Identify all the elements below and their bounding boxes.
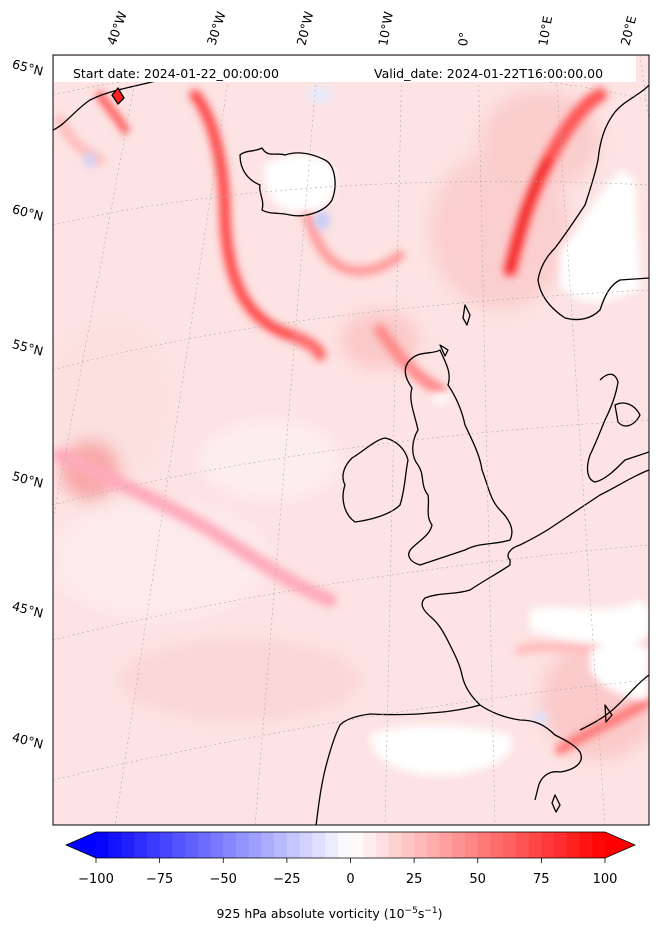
negative-vorticity-patches [84, 87, 548, 756]
colorbar-cell [274, 832, 288, 858]
colorbar-cell [146, 832, 161, 858]
colorbar-cell [210, 832, 224, 858]
coastline-great-britain [404, 349, 513, 566]
colorbar-tick: 25 [405, 872, 423, 887]
colorbar-cell [388, 832, 402, 858]
colorbar-tick: −25 [273, 872, 301, 887]
coastline-ireland [342, 437, 409, 523]
colorbar-cell [96, 832, 110, 858]
colorbar-cell [286, 832, 301, 858]
colorbar-cell [592, 832, 606, 858]
colorbar-cell [426, 832, 441, 858]
colorbar-cell [185, 832, 199, 858]
colorbar-cell [414, 832, 428, 858]
colorbar-cell [261, 832, 275, 858]
colorbar-tick: 100 [592, 872, 618, 887]
colorbar-cell [375, 832, 390, 858]
colorbar-cell [248, 832, 262, 858]
colorbar-cell [197, 832, 212, 858]
coastline-iberia-med [479, 704, 582, 801]
coastline-iceland [239, 147, 336, 217]
colorbar-cell [172, 832, 186, 858]
low-vorticity-regions [264, 154, 649, 775]
colorbar-cell [325, 832, 339, 858]
colorbar-cell [515, 832, 530, 858]
colorbar-cell [579, 832, 593, 858]
colorbar-label: 925 hPa absolute vorticity (10−5s−1) [216, 906, 443, 922]
colorbar-cell [108, 832, 122, 858]
colorbar-cell [566, 832, 581, 858]
colorbar [64, 831, 637, 863]
colorbar-extend-min [66, 832, 96, 858]
colorbar-cell [235, 832, 250, 858]
colorbar-tick: 0 [346, 872, 355, 887]
colorbar-cell [477, 832, 491, 858]
colorbar-cell [554, 832, 568, 858]
colorbar-cell [503, 832, 517, 858]
colorbar-extend-max [605, 832, 635, 858]
start-date-text: Start date: 2024-01-22_00:00:00 [73, 66, 279, 81]
colorbar-cell [134, 832, 148, 858]
colorbar-tick: 75 [533, 872, 550, 887]
lon-label-0: 0° [455, 31, 472, 47]
colorbar-cells [66, 832, 635, 858]
colorbar-cell [121, 832, 135, 858]
colorbar-tick: −50 [209, 872, 237, 887]
colorbar-cell [159, 832, 173, 858]
colorbar-cell [465, 832, 479, 858]
colorbar-cell [350, 832, 364, 858]
colorbar-cell [528, 832, 542, 858]
coastline-denmark [586, 373, 649, 483]
colorbar-cell [541, 832, 555, 858]
colorbar-cell [299, 832, 313, 858]
colorbar-cell [363, 832, 377, 858]
colorbar-tick: −75 [145, 872, 174, 887]
map-frame [52, 54, 650, 826]
colorbar-cell [401, 832, 415, 858]
colorbar-cell [490, 832, 504, 858]
colorbar-cell [337, 832, 351, 858]
colorbar-cell [312, 832, 326, 858]
colorbar-tick: 50 [469, 872, 486, 887]
colorbar-tickmarks [95, 858, 606, 863]
coastline-norway [537, 84, 649, 321]
colorbar-tick: −100 [78, 872, 114, 887]
coastline-continental-europe [315, 469, 649, 825]
coastline-greenland [53, 74, 176, 131]
colorbar-cell [452, 832, 466, 858]
coastlines [53, 74, 649, 825]
vorticity-map [52, 54, 650, 826]
colorbar-cell [223, 832, 237, 858]
valid-date-text: Valid_date: 2024-01-22T16:00:00.00 [374, 66, 604, 81]
colorbar-cell [439, 832, 453, 858]
